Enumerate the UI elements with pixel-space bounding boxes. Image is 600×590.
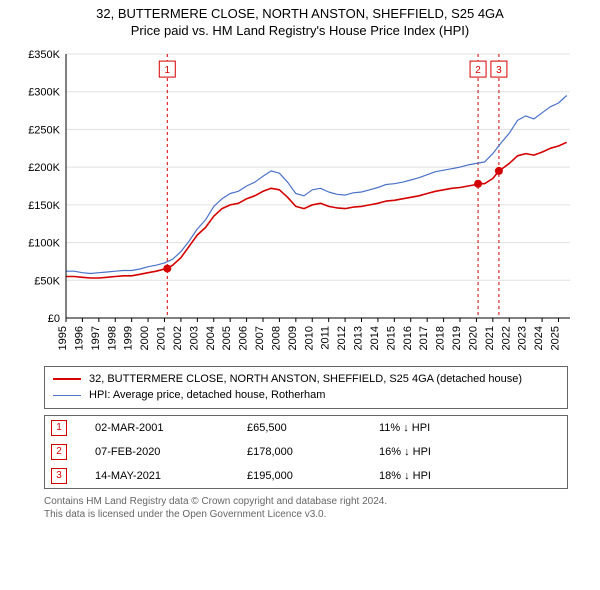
svg-text:2024: 2024 (533, 326, 545, 350)
marker-date: 02-MAR-2001 (89, 416, 241, 440)
svg-text:£300K: £300K (28, 86, 60, 98)
svg-text:2012: 2012 (336, 326, 348, 350)
legend: 32, BUTTERMERE CLOSE, NORTH ANSTON, SHEF… (44, 366, 568, 409)
svg-text:2019: 2019 (451, 326, 463, 350)
svg-text:2002: 2002 (172, 326, 184, 350)
svg-text:2008: 2008 (270, 326, 282, 350)
legend-label: 32, BUTTERMERE CLOSE, NORTH ANSTON, SHEF… (89, 371, 522, 388)
marker-price: £178,000 (241, 440, 373, 464)
svg-text:2020: 2020 (467, 326, 479, 350)
svg-text:£0: £0 (48, 313, 60, 325)
svg-text:1996: 1996 (73, 326, 85, 350)
legend-row: HPI: Average price, detached house, Roth… (53, 387, 559, 404)
line-chart: £0 £50K £100K £150K £200K £250K £300K £350K 1 2 3 1… (18, 48, 578, 358)
svg-text:2003: 2003 (188, 326, 200, 350)
marker-table-row: 2 07-FEB-2020£178,00016% ↓ HPI (45, 440, 567, 464)
svg-text:2017: 2017 (418, 326, 430, 350)
marker-delta: 18% ↓ HPI (373, 464, 567, 488)
marker-delta: 16% ↓ HPI (373, 440, 567, 464)
marker-delta: 11% ↓ HPI (373, 416, 567, 440)
svg-text:2000: 2000 (139, 326, 151, 350)
svg-text:2007: 2007 (254, 326, 266, 350)
svg-text:3: 3 (496, 65, 502, 76)
svg-text:2004: 2004 (205, 326, 217, 350)
marker-date: 07-FEB-2020 (89, 440, 241, 464)
svg-text:2018: 2018 (435, 326, 447, 350)
legend-swatch (53, 378, 81, 380)
svg-text:2025: 2025 (550, 326, 562, 350)
svg-text:2010: 2010 (303, 326, 315, 350)
marker-price: £65,500 (241, 416, 373, 440)
svg-text:2015: 2015 (385, 326, 397, 350)
svg-text:£50K: £50K (34, 275, 60, 287)
svg-text:1: 1 (165, 65, 171, 76)
legend-swatch (53, 395, 81, 396)
svg-text:2006: 2006 (238, 326, 250, 350)
marker-table: 1 02-MAR-2001£65,50011% ↓ HPI 2 07-FEB-2020… (44, 415, 568, 489)
svg-text:£250K: £250K (28, 124, 60, 136)
svg-text:2011: 2011 (320, 326, 332, 350)
svg-text:1999: 1999 (123, 326, 135, 350)
footer-attribution: Contains HM Land Registry data © Crown c… (44, 495, 568, 521)
marker-table-row: 3 14-MAY-2021£195,00018% ↓ HPI (45, 464, 567, 488)
svg-text:2014: 2014 (369, 326, 381, 350)
marker-table-row: 1 02-MAR-2001£65,50011% ↓ HPI (45, 416, 567, 440)
svg-text:1998: 1998 (106, 326, 118, 350)
marker-badge: 1 (51, 420, 67, 436)
marker-date: 14-MAY-2021 (89, 464, 241, 488)
legend-row: 32, BUTTERMERE CLOSE, NORTH ANSTON, SHEF… (53, 371, 559, 388)
chart-area: £0 £50K £100K £150K £200K £250K £300K £350K 1 2 3 1… (18, 48, 582, 358)
svg-text:£200K: £200K (28, 162, 60, 174)
svg-text:2013: 2013 (353, 326, 365, 350)
marker-badge: 3 (51, 468, 67, 484)
svg-text:2009: 2009 (287, 326, 299, 350)
svg-text:£100K: £100K (28, 237, 60, 249)
marker-badge: 2 (51, 444, 67, 460)
svg-text:2005: 2005 (221, 326, 233, 350)
svg-text:2: 2 (475, 65, 481, 76)
svg-text:2001: 2001 (156, 326, 168, 350)
svg-text:1995: 1995 (57, 326, 69, 350)
title-line-2: Price paid vs. HM Land Registry's House … (0, 23, 600, 40)
legend-label: HPI: Average price, detached house, Roth… (89, 387, 325, 404)
svg-text:£350K: £350K (28, 49, 60, 61)
footer-line-2: This data is licensed under the Open Gov… (44, 508, 568, 521)
svg-text:2023: 2023 (517, 326, 529, 350)
footer-line-1: Contains HM Land Registry data © Crown c… (44, 495, 568, 508)
svg-text:2022: 2022 (500, 326, 512, 350)
marker-price: £195,000 (241, 464, 373, 488)
svg-text:£150K: £150K (28, 200, 60, 212)
chart-title: 32, BUTTERMERE CLOSE, NORTH ANSTON, SHEF… (0, 0, 600, 40)
svg-text:2021: 2021 (484, 326, 496, 350)
svg-text:1997: 1997 (90, 326, 102, 350)
title-line-1: 32, BUTTERMERE CLOSE, NORTH ANSTON, SHEF… (0, 6, 600, 23)
svg-text:2016: 2016 (402, 326, 414, 350)
